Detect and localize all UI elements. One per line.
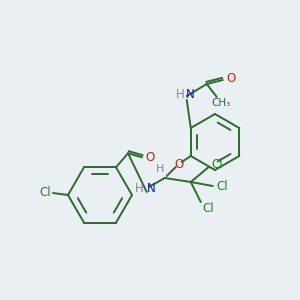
Text: O: O [146, 151, 154, 164]
Text: O: O [226, 73, 236, 85]
Text: H: H [176, 88, 184, 101]
Text: N: N [185, 88, 194, 101]
Text: H: H [156, 164, 164, 174]
Text: Cl: Cl [211, 158, 223, 170]
Text: Cl: Cl [202, 202, 214, 214]
Text: Cl: Cl [216, 179, 228, 193]
Text: Cl: Cl [39, 187, 51, 200]
Text: N: N [146, 182, 155, 196]
Text: H: H [134, 182, 143, 196]
Text: O: O [174, 158, 183, 170]
Text: CH₃: CH₃ [211, 98, 230, 108]
